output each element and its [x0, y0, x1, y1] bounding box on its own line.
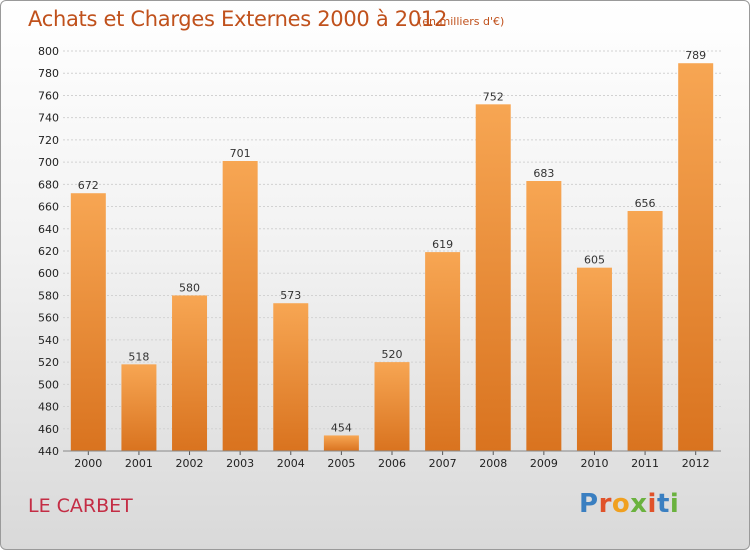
x-tick-label: 2005: [327, 457, 355, 470]
x-tick-label: 2003: [226, 457, 254, 470]
x-tick-label: 2009: [530, 457, 558, 470]
logo-letter: r: [598, 489, 612, 519]
bar-2005: [323, 435, 359, 451]
bar-2011: [627, 211, 663, 451]
y-tick-label: 600: [38, 267, 59, 280]
bar-2010: [576, 267, 612, 451]
logo-letter: P: [579, 489, 599, 519]
data-label-2006: 520: [382, 348, 403, 361]
logo-letter: t: [656, 489, 670, 519]
bar-2003: [222, 161, 258, 451]
bar-2012: [678, 63, 714, 451]
data-label-2008: 752: [483, 90, 504, 103]
data-label-2001: 518: [128, 350, 149, 363]
logo-letter: i: [669, 489, 680, 519]
y-tick-label: 700: [38, 156, 59, 169]
x-tick-label: 2007: [429, 457, 457, 470]
city-name: LE CARBET: [28, 495, 133, 517]
x-tick-label: 2000: [74, 457, 102, 470]
y-tick-label: 440: [38, 445, 59, 458]
y-tick-label: 760: [38, 89, 59, 102]
bar-2004: [273, 303, 309, 451]
x-axis-ticks: 2000 2001 2002 2003 2004 2005 2006 2007 2008 2009…: [63, 450, 721, 470]
y-axis-ticks: 440 460 480 500 520 540 560 580 600 620 640 660 680 7…: [38, 45, 59, 458]
y-tick-label: 660: [38, 201, 59, 214]
proxiti-logo[interactable]: Proxiti: [579, 489, 679, 519]
y-tick-label: 640: [38, 223, 59, 236]
x-tick-label: 2010: [580, 457, 608, 470]
x-tick-label: 2001: [125, 457, 153, 470]
y-tick-label: 540: [38, 334, 59, 347]
y-tick-label: 560: [38, 312, 59, 325]
logo-letter: o: [611, 489, 631, 519]
bar-2001: [121, 364, 157, 451]
x-tick-label: 2012: [682, 457, 710, 470]
data-label-2005: 454: [331, 421, 352, 434]
y-tick-label: 480: [38, 401, 59, 414]
y-tick-label: 740: [38, 112, 59, 125]
data-label-2007: 619: [432, 238, 453, 251]
data-label-2004: 573: [280, 289, 301, 302]
bar-2007: [425, 252, 461, 451]
bar-2000: [70, 193, 106, 451]
data-label-2009: 683: [533, 167, 554, 180]
data-label-2000: 672: [78, 179, 99, 192]
y-tick-label: 500: [38, 378, 59, 391]
y-tick-label: 460: [38, 423, 59, 436]
y-tick-label: 780: [38, 67, 59, 80]
y-tick-label: 680: [38, 178, 59, 191]
data-label-2012: 789: [685, 49, 706, 62]
y-tick-label: 800: [38, 45, 59, 58]
x-tick-label: 2002: [176, 457, 204, 470]
x-tick-label: 2008: [479, 457, 507, 470]
bar-2008: [475, 104, 511, 451]
chart-title: Achats et Charges Externes 2000 à 2012: [28, 7, 448, 31]
data-label-2002: 580: [179, 281, 200, 294]
data-label-2011: 656: [635, 197, 656, 210]
y-tick-label: 520: [38, 356, 59, 369]
bar-2002: [172, 295, 208, 451]
bar-2009: [526, 181, 562, 451]
chart-subtitle: (en milliers d'€): [418, 15, 505, 28]
y-tick-label: 580: [38, 289, 59, 302]
bar-2006: [374, 362, 410, 451]
data-label-2003: 701: [230, 147, 251, 160]
x-tick-label: 2004: [277, 457, 305, 470]
data-labels: 672 518 580 701 573 454 520 619 752 683 605 656 789: [78, 49, 706, 434]
logo-letter: i: [647, 489, 657, 519]
logo-letter: x: [630, 489, 648, 519]
x-tick-label: 2006: [378, 457, 406, 470]
data-label-2010: 605: [584, 254, 605, 267]
bars: [70, 63, 714, 451]
y-tick-label: 620: [38, 245, 59, 258]
y-tick-label: 720: [38, 134, 59, 147]
x-tick-label: 2011: [631, 457, 659, 470]
